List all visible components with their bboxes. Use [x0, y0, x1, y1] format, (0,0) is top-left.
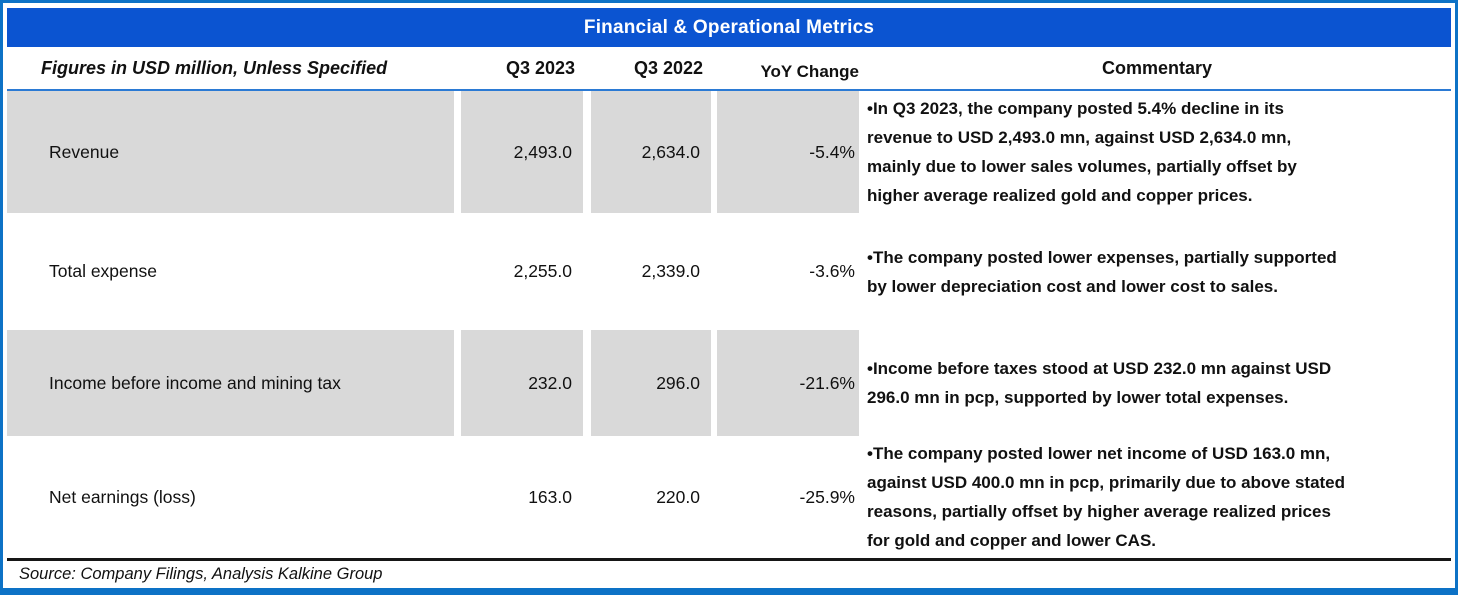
metric-cell: Income before income and mining tax [7, 330, 454, 436]
column-header-q3-2022: Q3 2022 [633, 57, 703, 78]
table-header-row: Figures in USD million, Unless Specified… [7, 47, 1451, 91]
commentary-cell: •In Q3 2023, the company posted 5.4% dec… [859, 91, 1451, 213]
value-q3-2023: 2,493.0 [513, 141, 572, 162]
value-q3-2022: 296.0 [656, 372, 700, 393]
commentary-text: •In Q3 2023, the company posted 5.4% dec… [867, 99, 1297, 205]
table-row: Total expense 2,255.0 2,339.0 -3.6% •The… [7, 213, 1451, 330]
column-header-figures: Figures in USD million, Unless Specified [41, 57, 388, 78]
metric-label: Net earnings (loss) [49, 486, 196, 507]
value-cell-q3-2023: 2,255.0 [461, 213, 583, 330]
metric-label: Total expense [49, 261, 157, 281]
table-row: Income before income and mining tax 232.… [7, 330, 1451, 436]
commentary-text: •The company posted lower expenses, part… [867, 247, 1337, 296]
value-cell-q3-2023: 232.0 [461, 330, 583, 436]
source-row: Source: Company Filings, Analysis Kalkin… [7, 558, 1451, 588]
value-yoy: -5.4% [809, 141, 855, 162]
commentary-cell: •The company posted lower expenses, part… [859, 213, 1451, 330]
commentary-text: •Income before taxes stood at USD 232.0 … [867, 359, 1332, 407]
commentary-cell: •The company posted lower net income of … [859, 436, 1451, 558]
value-q3-2022: 2,634.0 [641, 141, 700, 162]
metric-cell: Net earnings (loss) [7, 436, 454, 558]
value-cell-q3-2022: 296.0 [591, 330, 711, 436]
metric-label: Income before income and mining tax [49, 372, 341, 393]
metric-cell: Total expense [7, 213, 454, 330]
table-row: Net earnings (loss) 163.0 220.0 -25.9% •… [7, 436, 1451, 558]
column-header-yoy-change: YoY Change [760, 62, 859, 81]
value-cell-q3-2023: 163.0 [461, 436, 583, 558]
column-header-q3-2023: Q3 2023 [505, 57, 575, 78]
value-cell-yoy: -5.4% [717, 91, 859, 213]
table-body: Revenue 2,493.0 2,634.0 -5.4% •In Q3 202… [7, 91, 1451, 558]
value-cell-q3-2022: 220.0 [591, 436, 711, 558]
commentary-cell: •Income before taxes stood at USD 232.0 … [859, 330, 1451, 436]
metric-cell: Revenue [7, 91, 454, 213]
value-yoy: -3.6% [809, 261, 855, 281]
value-cell-yoy: -3.6% [717, 213, 859, 330]
value-cell-q3-2023: 2,493.0 [461, 91, 583, 213]
panel-title: Financial & Operational Metrics [583, 16, 875, 38]
value-cell-yoy: -21.6% [717, 330, 859, 436]
metric-label: Revenue [49, 141, 120, 162]
source-text: Source: Company Filings, Analysis Kalkin… [19, 565, 383, 583]
panel-title-bar: Financial & Operational Metrics [7, 8, 1451, 47]
value-q3-2022: 220.0 [656, 486, 700, 507]
table-row: Revenue 2,493.0 2,634.0 -5.4% •In Q3 202… [7, 91, 1451, 213]
value-cell-q3-2022: 2,339.0 [591, 213, 711, 330]
value-cell-q3-2022: 2,634.0 [591, 91, 711, 213]
value-q3-2023: 232.0 [528, 372, 572, 393]
column-header-commentary: Commentary [1101, 57, 1213, 78]
value-cell-yoy: -25.9% [717, 436, 859, 558]
value-yoy: -25.9% [799, 486, 855, 507]
value-q3-2022: 2,339.0 [641, 261, 700, 281]
value-q3-2023: 2,255.0 [513, 261, 572, 281]
value-q3-2023: 163.0 [528, 486, 572, 507]
value-yoy: -21.6% [799, 372, 855, 393]
commentary-text: •The company posted lower net income of … [867, 444, 1346, 550]
